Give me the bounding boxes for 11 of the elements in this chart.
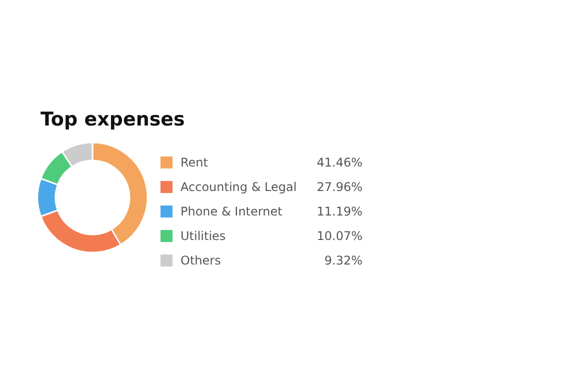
legend-label: Phone & Internet [180, 204, 283, 218]
legend-label: Rent [180, 156, 208, 170]
data-label: 9.32% [324, 254, 363, 268]
data-label: 10.07% [316, 229, 363, 243]
legend-label: Utilities [180, 229, 226, 243]
chart-title: Top expenses [40, 108, 185, 130]
data-label: 41.46% [316, 156, 363, 170]
legend-label: Others [180, 254, 221, 268]
legend-label: Accounting & Legal [180, 180, 297, 194]
data-label: 11.19% [316, 204, 363, 218]
data-label: 27.96% [316, 180, 363, 194]
